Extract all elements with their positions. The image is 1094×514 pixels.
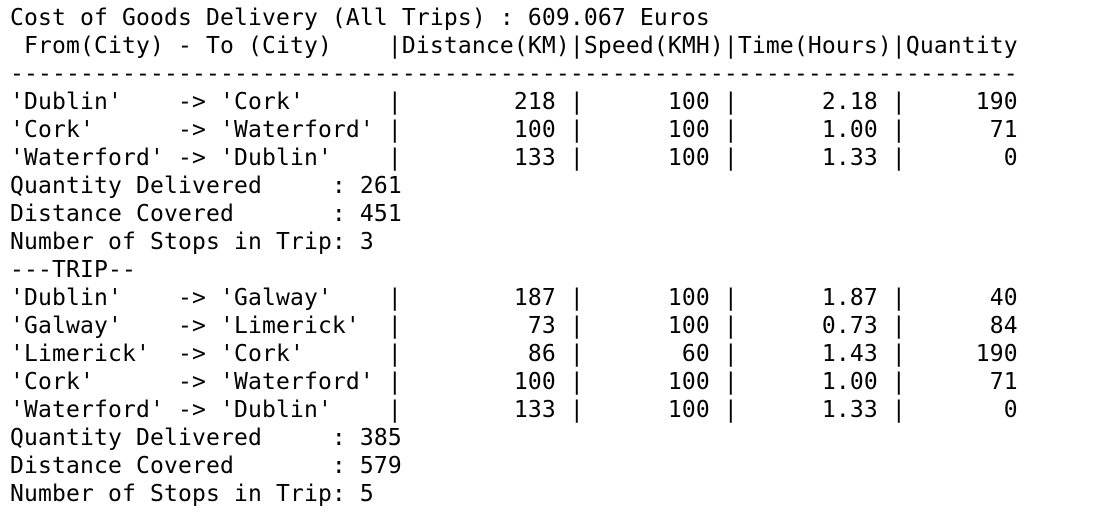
terminal-line: Quantity Delivered : 385 xyxy=(10,425,402,451)
terminal-line: Quantity Delivered : 261 xyxy=(10,173,402,199)
terminal-line: 'Galway' -> 'Limerick' | 73 | 100 | 0.73… xyxy=(10,313,1018,339)
terminal-line: Distance Covered : 451 xyxy=(10,201,402,227)
terminal-line: 'Dublin' -> 'Galway' | 187 | 100 | 1.87 … xyxy=(10,285,1018,311)
terminal-line: 'Dublin' -> 'Cork' | 218 | 100 | 2.18 | … xyxy=(10,89,1018,115)
terminal-line: 'Cork' -> 'Waterford' | 100 | 100 | 1.00… xyxy=(10,369,1018,395)
terminal-line: Number of Stops in Trip: 5 xyxy=(10,481,374,507)
terminal-line: 'Cork' -> 'Waterford' | 100 | 100 | 1.00… xyxy=(10,117,1018,143)
terminal-line: ---TRIP-- xyxy=(10,257,136,283)
terminal-line: 'Waterford' -> 'Dublin' | 133 | 100 | 1.… xyxy=(10,145,1018,171)
terminal-line: From(City) - To (City) |Distance(KM)|Spe… xyxy=(10,33,1018,59)
terminal-line: Cost of Goods Delivery (All Trips) : 609… xyxy=(10,5,710,31)
terminal-line: Number of Stops in Trip: 3 xyxy=(10,229,374,255)
terminal-line: ----------------------------------------… xyxy=(10,61,1018,87)
terminal-line: Distance Covered : 579 xyxy=(10,453,402,479)
terminal-line: 'Waterford' -> 'Dublin' | 133 | 100 | 1.… xyxy=(10,397,1018,423)
terminal-line: 'Limerick' -> 'Cork' | 86 | 60 | 1.43 | … xyxy=(10,341,1018,367)
